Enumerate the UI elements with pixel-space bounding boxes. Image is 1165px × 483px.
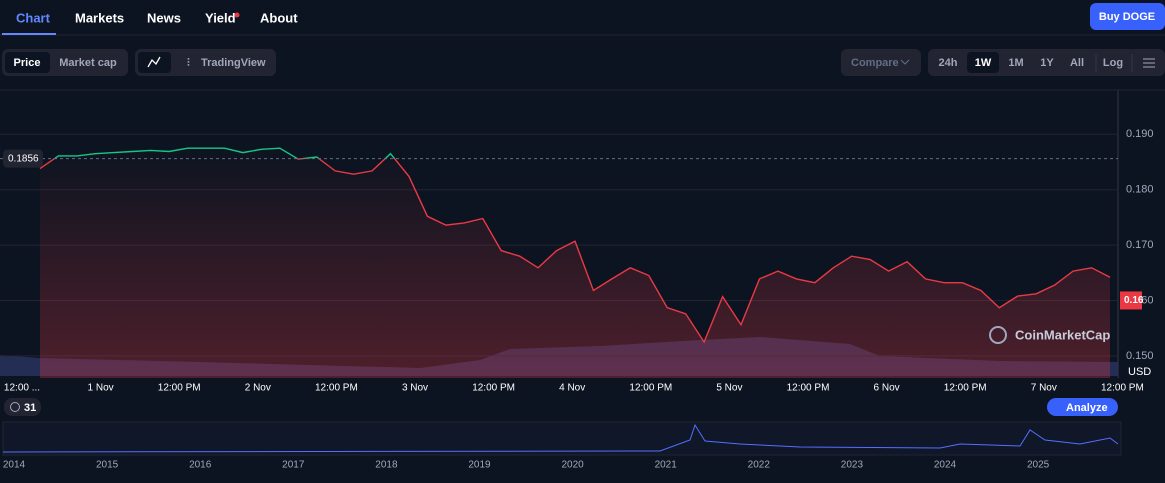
- range-button[interactable]: All: [1070, 57, 1084, 69]
- badge-label: 31: [24, 402, 36, 414]
- settings-icon[interactable]: [1143, 58, 1155, 68]
- icon: ⫶: [187, 57, 190, 69]
- buy-button[interactable]: [1090, 3, 1165, 30]
- range-button[interactable]: 24h: [939, 57, 958, 69]
- y-tick-label: 0.150: [1126, 350, 1154, 362]
- x-tick-label: 12:00 PM: [1101, 383, 1144, 394]
- year-label: 2024: [934, 460, 957, 471]
- navigator: [2, 421, 1122, 456]
- price-area: [40, 148, 1110, 378]
- x-tick-label: 12:00 PM: [787, 383, 830, 394]
- x-tick-label: 5 Nov: [716, 383, 742, 394]
- watermark: CoinMarketCap: [1015, 327, 1110, 342]
- analyze-label: Analyze: [1066, 402, 1108, 414]
- compare-label: Compare: [851, 57, 899, 69]
- year-label: 2021: [655, 460, 678, 471]
- compare-button[interactable]: [841, 49, 921, 76]
- x-tick-label: 1 Nov: [88, 383, 114, 394]
- buy-button-label: Buy DOGE: [1099, 11, 1155, 23]
- range-button[interactable]: 1W: [975, 57, 992, 69]
- x-tick-label: 4 Nov: [559, 383, 585, 394]
- x-tick-label: 6 Nov: [874, 383, 900, 394]
- x-tick-label: 2 Nov: [245, 383, 271, 394]
- x-tick-label: 12:00 PM: [315, 383, 358, 394]
- x-tick-label: 12:00 PM: [472, 383, 515, 394]
- x-tick-label: 3 Nov: [402, 383, 428, 394]
- y-tick-label: 0.180: [1126, 184, 1154, 196]
- navigator-line: [2, 423, 1119, 453]
- tab[interactable]: Yield: [205, 10, 236, 25]
- last-price-label: 0.16: [1124, 295, 1144, 306]
- year-label: 2020: [561, 460, 584, 471]
- tab[interactable]: About: [260, 10, 298, 25]
- x-tick-label: 12:00 ...: [4, 383, 40, 394]
- year-label: 2025: [1027, 460, 1050, 471]
- year-label: 2016: [189, 460, 212, 471]
- x-tick-label: 12:00 PM: [944, 383, 987, 394]
- reference-badge: [3, 149, 43, 168]
- badge-dot: [234, 12, 240, 18]
- chevron: [900, 59, 910, 65]
- x-tick-label: 12:00 PM: [158, 383, 201, 394]
- toggle[interactable]: Price: [14, 57, 41, 69]
- toggle[interactable]: Market cap: [59, 57, 117, 69]
- year-label: 2014: [3, 460, 26, 471]
- range-active: [967, 52, 999, 73]
- reference-label: 0.1856: [8, 153, 39, 164]
- y-tick-label: 0.170: [1126, 239, 1154, 251]
- x-tick-label: 7 Nov: [1031, 383, 1057, 394]
- currency: USD: [1128, 366, 1151, 378]
- range-button[interactable]: 1M: [1008, 57, 1023, 69]
- y-tick-label: 0.190: [1126, 128, 1154, 140]
- year-label: 2018: [375, 460, 398, 471]
- year-label: 2015: [96, 460, 119, 471]
- tab[interactable]: News: [147, 10, 181, 25]
- year-label: 2022: [748, 460, 771, 471]
- year-label: 2023: [841, 460, 864, 471]
- line-icon: [147, 56, 161, 68]
- toggle-active: [5, 52, 50, 73]
- analyze-button[interactable]: [1047, 398, 1118, 416]
- price-line: [39, 147, 1111, 344]
- last-price-badge: [1120, 291, 1142, 310]
- tab[interactable]: Markets: [75, 10, 124, 25]
- logo: [989, 326, 1007, 344]
- log-toggle[interactable]: Log: [1103, 57, 1123, 69]
- tab[interactable]: Chart: [16, 10, 51, 25]
- year-label: 2019: [468, 460, 491, 471]
- range-button[interactable]: 1Y: [1040, 57, 1054, 69]
- history-icon: [10, 402, 20, 412]
- toggle[interactable]: TradingView: [201, 57, 266, 69]
- year-label: 2017: [282, 460, 305, 471]
- x-tick-label: 12:00 PM: [629, 383, 672, 394]
